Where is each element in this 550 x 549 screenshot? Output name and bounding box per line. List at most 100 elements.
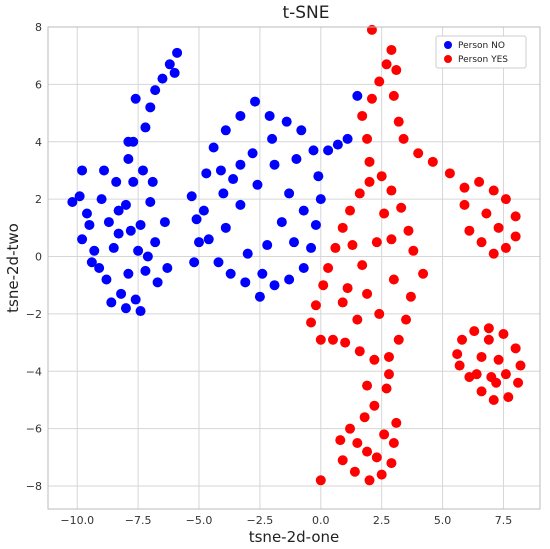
data-point	[269, 280, 280, 291]
data-point	[405, 291, 416, 302]
data-point	[362, 133, 373, 144]
data-point	[398, 133, 409, 144]
data-point	[488, 248, 499, 259]
data-point	[198, 205, 209, 216]
y-tick-label: 8	[35, 21, 42, 34]
data-point	[203, 234, 214, 245]
data-point	[362, 380, 373, 391]
data-point	[135, 306, 146, 317]
data-point	[189, 257, 200, 268]
data-point	[352, 438, 363, 449]
x-axis-label: tsne-2d-one	[249, 528, 340, 546]
data-point	[315, 194, 326, 205]
data-point	[194, 237, 205, 248]
data-point	[488, 185, 499, 196]
data-point	[84, 219, 95, 230]
data-point	[427, 156, 438, 167]
data-point	[498, 328, 509, 339]
data-point	[242, 248, 253, 259]
data-point	[352, 314, 363, 325]
data-point	[106, 297, 117, 308]
data-point	[362, 446, 373, 457]
data-point	[313, 171, 324, 182]
data-point	[513, 377, 524, 388]
data-point	[454, 360, 465, 371]
chart-title: t-SNE	[282, 3, 329, 23]
x-tick-label: 0.0	[312, 514, 330, 527]
data-point	[376, 171, 387, 182]
data-point	[315, 334, 326, 345]
data-point	[452, 349, 463, 360]
data-point	[99, 165, 110, 176]
data-point	[471, 369, 482, 380]
data-point	[335, 435, 346, 446]
data-point	[269, 159, 280, 170]
data-point	[120, 303, 131, 314]
data-point	[86, 257, 97, 268]
data-point	[186, 191, 197, 202]
data-point	[403, 225, 414, 236]
data-point	[142, 251, 153, 262]
data-point	[476, 386, 487, 397]
data-point	[364, 176, 375, 187]
data-point	[500, 369, 511, 380]
data-point	[215, 165, 226, 176]
data-point	[376, 469, 387, 480]
data-point	[113, 205, 124, 216]
data-point	[342, 283, 353, 294]
data-point	[123, 153, 134, 164]
x-tick-label: 7.5	[495, 514, 513, 527]
data-point	[491, 377, 502, 388]
data-point	[474, 176, 485, 187]
data-point	[374, 76, 385, 87]
data-point	[159, 217, 170, 228]
data-point	[150, 237, 161, 248]
data-point	[120, 199, 131, 210]
data-point	[347, 240, 358, 251]
data-point	[113, 228, 124, 239]
data-point	[354, 188, 365, 199]
data-point	[147, 176, 158, 187]
data-point	[289, 237, 299, 248]
data-point	[469, 326, 480, 337]
data-point	[254, 291, 265, 302]
legend: Person NO Person YES	[435, 35, 527, 69]
data-point	[349, 466, 360, 477]
legend-label-person-yes: Person YES	[458, 55, 508, 65]
legend-marker-person-no	[444, 41, 452, 49]
data-point	[401, 314, 412, 325]
data-point	[371, 237, 382, 248]
data-point	[281, 116, 292, 127]
y-tick-label: −8	[26, 480, 42, 493]
data-point	[116, 288, 127, 299]
y-tick-label: 2	[35, 193, 42, 206]
data-point	[315, 475, 326, 486]
data-point	[345, 205, 356, 216]
data-point	[103, 217, 114, 228]
data-point	[267, 133, 278, 144]
data-point	[137, 165, 148, 176]
data-point	[483, 334, 494, 345]
data-point	[94, 263, 105, 273]
data-point	[220, 125, 231, 136]
data-point	[213, 257, 224, 268]
data-point	[125, 225, 136, 236]
data-point	[493, 354, 504, 365]
data-point	[383, 351, 394, 362]
data-point	[408, 245, 419, 256]
data-point	[393, 116, 404, 127]
grid-lines	[48, 26, 540, 509]
data-point	[111, 176, 122, 187]
data-point	[381, 383, 392, 394]
data-point	[500, 242, 511, 253]
data-point	[96, 194, 107, 205]
data-point	[488, 394, 499, 405]
data-point	[306, 317, 317, 328]
axis-ticks: −10.0 −7.5 −5.0 −2.5 0.0 2.5 5.0 7.5 −8 −6 −4 −2 0 2 4…	[26, 21, 512, 527]
data-point	[327, 334, 338, 345]
data-point	[74, 191, 85, 202]
legend-label-person-no: Person NO	[458, 41, 505, 51]
data-point	[371, 452, 382, 463]
data-point	[357, 110, 368, 121]
data-point	[152, 277, 163, 288]
